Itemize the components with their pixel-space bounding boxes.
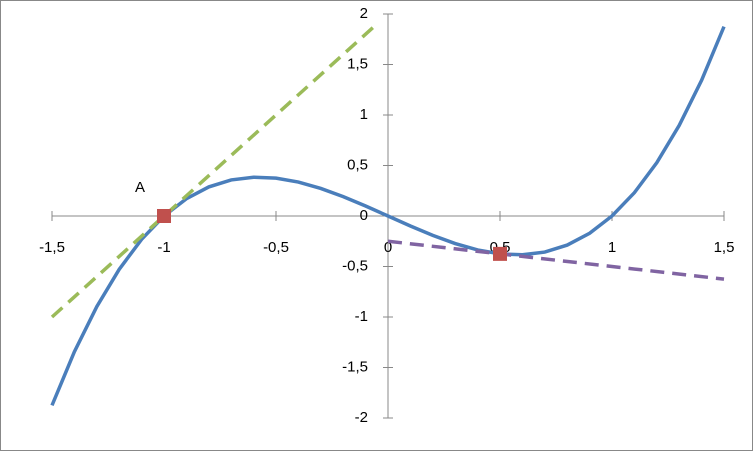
- y-tick-label: 2: [360, 5, 368, 22]
- x-tick-label: 0: [384, 239, 392, 256]
- y-tick-label: 0: [360, 207, 368, 224]
- curve: [387, 239, 725, 281]
- x-tick-label: 1: [608, 239, 616, 256]
- point-marker: [157, 209, 171, 223]
- x-tick-label: -1,5: [39, 239, 65, 256]
- point-marker: [493, 246, 507, 261]
- y-tick-label: 1,5: [347, 55, 368, 72]
- y-tick-label: -1: [355, 308, 368, 325]
- x-tick-label: -0,5: [263, 239, 289, 256]
- annotation: A: [135, 179, 145, 196]
- x-tick-label: 1,5: [714, 239, 735, 256]
- y-tick-label: -1,5: [342, 358, 368, 375]
- y-tick-label: -0,5: [342, 257, 368, 274]
- y-tick-label: -2: [355, 409, 368, 426]
- x-tick-label: -1: [157, 239, 170, 256]
- plot-area: A: [50, 22, 726, 407]
- curve: [50, 22, 378, 319]
- y-tick-label: 1: [360, 106, 368, 123]
- y-tick-label: 0,5: [347, 156, 368, 173]
